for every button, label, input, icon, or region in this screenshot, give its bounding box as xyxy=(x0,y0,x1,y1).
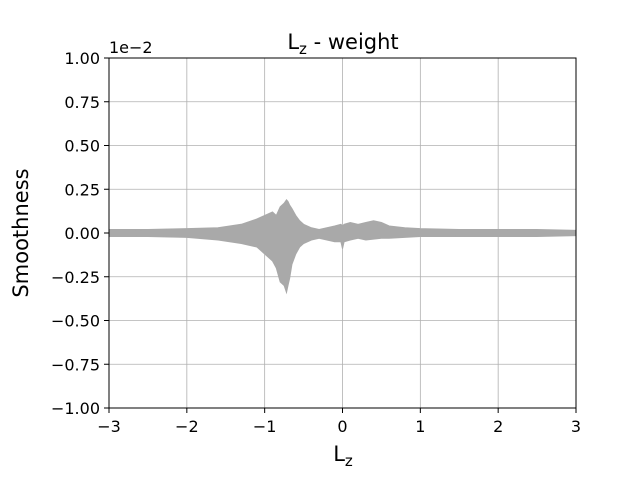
x-tick-label: 2 xyxy=(493,417,503,436)
y-axis: 1.00 0.75 0.50 0.25 0.00 −0.25 −0.50 −0.75 −1.00 xyxy=(51,49,109,418)
y-axis-title: Smoothness xyxy=(9,168,33,297)
y-scale-label: 1e−2 xyxy=(109,38,153,57)
chart-title: Lz - weight xyxy=(287,30,398,58)
y-tick-label: −0.75 xyxy=(51,355,100,374)
chart-title-main: L xyxy=(287,30,299,54)
y-tick-label: 1.00 xyxy=(64,49,100,68)
x-axis: −3 −2 −1 0 1 2 3 xyxy=(97,408,581,436)
y-tick-label: −0.25 xyxy=(51,268,100,287)
chart-title-rest: - weight xyxy=(307,30,399,54)
x-tick-label: −1 xyxy=(253,417,277,436)
x-axis-title-sub: z xyxy=(345,452,353,470)
x-tick-label: 0 xyxy=(337,417,347,436)
chart-title-sub: z xyxy=(299,40,307,58)
y-tick-label: −0.50 xyxy=(51,312,100,331)
y-tick-label: −1.00 xyxy=(51,399,100,418)
x-tick-label: 1 xyxy=(415,417,425,436)
x-tick-label: 3 xyxy=(571,417,581,436)
y-tick-label: 0.50 xyxy=(64,137,100,156)
x-tick-label: −2 xyxy=(175,417,199,436)
y-tick-label: 0.75 xyxy=(64,93,100,112)
x-axis-title-main: L xyxy=(333,442,345,466)
y-tick-label: 0.00 xyxy=(64,224,100,243)
x-axis-title: Lz xyxy=(333,442,353,470)
x-tick-label: −3 xyxy=(97,417,121,436)
y-tick-label: 0.25 xyxy=(64,180,100,199)
